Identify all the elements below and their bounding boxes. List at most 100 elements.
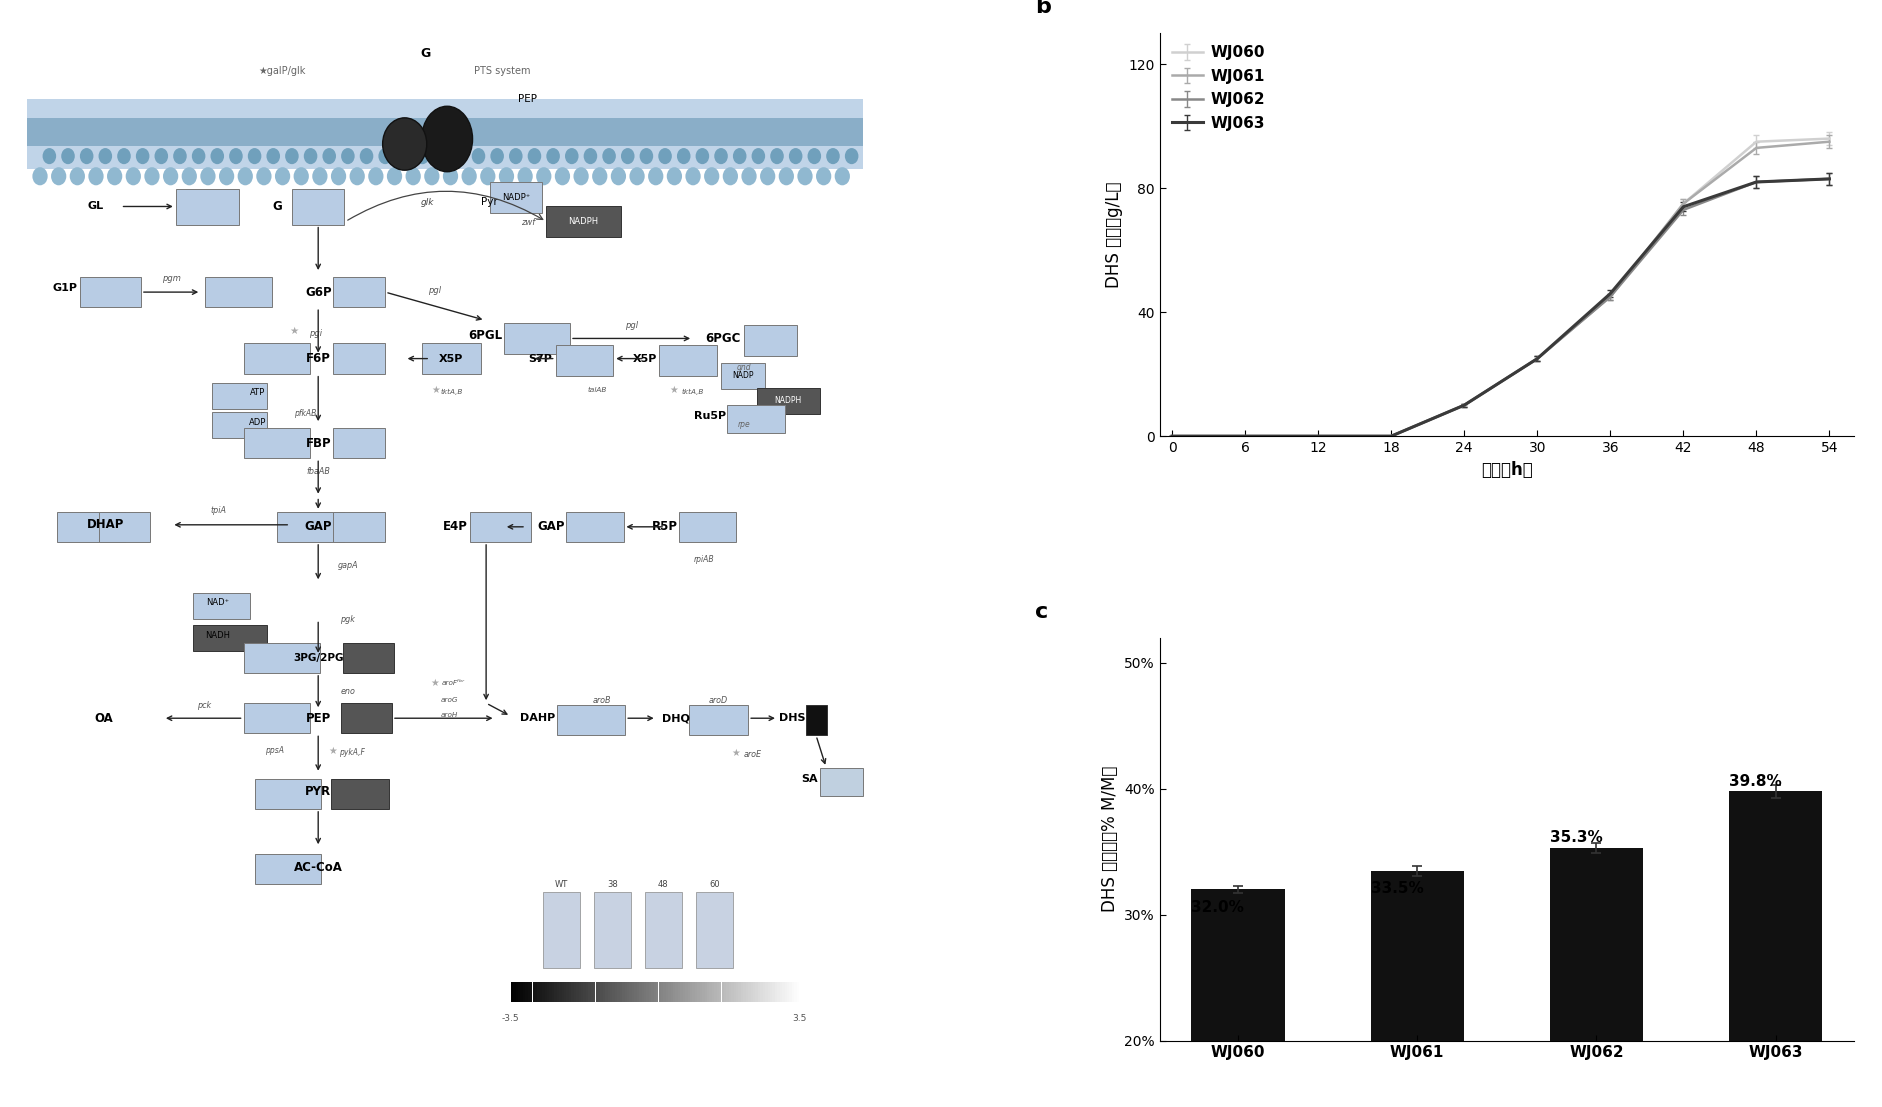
Circle shape [416,148,429,164]
Text: NADPH: NADPH [774,396,802,405]
Bar [527,982,531,1002]
Circle shape [659,148,672,164]
Text: OA: OA [94,712,113,725]
Bar [653,982,657,1002]
Text: pgm: pgm [162,273,181,282]
Circle shape [480,167,495,185]
Circle shape [612,167,627,185]
Bar [785,982,787,1002]
Text: F6P: F6P [305,352,331,365]
Bar [523,982,525,1002]
Circle shape [499,167,514,185]
Text: fbaAB: fbaAB [307,467,329,476]
Bar [770,982,772,1002]
Bar [566,511,623,542]
Text: pfkAB: pfkAB [294,410,316,418]
Bar [1191,890,1285,1107]
Circle shape [826,148,839,164]
Bar [542,982,544,1002]
Circle shape [70,167,85,185]
Bar [728,982,732,1002]
Circle shape [117,148,130,164]
Bar [794,982,796,1002]
Text: aroFᶠᵇʳ: aroFᶠᵇʳ [442,680,465,686]
Circle shape [546,148,561,164]
Circle shape [435,148,448,164]
Circle shape [472,148,486,164]
Circle shape [647,167,662,185]
Bar [544,982,548,1002]
Bar [766,982,768,1002]
Bar [668,982,670,1002]
Bar [28,117,862,146]
Bar [758,982,760,1002]
Bar [1551,848,1643,1107]
Text: ADP: ADP [248,417,267,426]
Bar [548,982,550,1002]
Bar [521,982,523,1002]
Bar [1730,792,1822,1107]
Circle shape [267,148,280,164]
Bar [175,189,239,225]
Bar [745,982,749,1002]
Text: SA: SA [802,774,817,784]
Circle shape [685,167,700,185]
Text: eno: eno [341,686,356,695]
Bar [711,982,715,1002]
Text: rpiAB: rpiAB [694,555,715,563]
Bar [760,982,762,1002]
Bar [736,982,738,1002]
Bar [749,982,751,1002]
Text: tktA,B: tktA,B [681,389,704,395]
Bar [683,982,685,1002]
Text: PYR: PYR [305,785,331,798]
Bar [28,99,862,169]
Bar [551,982,555,1002]
Circle shape [378,148,391,164]
Bar [694,982,696,1002]
Bar [583,982,585,1002]
Text: 6PGL: 6PGL [469,329,502,342]
Bar [578,982,582,1002]
Bar [627,982,629,1002]
Circle shape [442,167,457,185]
Bar [659,982,661,1002]
Bar [593,982,595,1002]
Circle shape [536,167,551,185]
Bar [704,982,708,1002]
Bar [538,982,540,1002]
Bar [489,183,542,213]
Bar [598,982,600,1002]
Text: aroG: aroG [440,697,459,703]
Circle shape [565,148,578,164]
Text: NAD⁺: NAD⁺ [207,598,230,607]
Ellipse shape [422,106,472,172]
Bar [657,982,659,1002]
Bar [254,855,320,884]
Circle shape [107,167,122,185]
Circle shape [798,167,813,185]
Circle shape [369,167,384,185]
Circle shape [218,167,233,185]
Text: b: b [1035,0,1050,17]
Bar [738,982,742,1002]
Bar [602,982,606,1002]
Bar [783,982,785,1002]
Bar [636,982,640,1002]
Bar [540,982,542,1002]
Text: AC-CoA: AC-CoA [294,861,343,873]
Bar [721,982,725,1002]
Circle shape [98,148,113,164]
Circle shape [199,167,216,185]
Text: 38: 38 [608,880,617,889]
Text: aroH: aroH [440,712,459,718]
Circle shape [696,148,710,164]
Y-axis label: DHS 转化率（% M/M）: DHS 转化率（% M/M） [1101,766,1118,912]
Bar [640,982,642,1002]
Circle shape [583,148,597,164]
Bar [768,982,770,1002]
Circle shape [527,148,542,164]
Bar [646,892,681,968]
Text: ★: ★ [730,747,740,757]
Text: FBP: FBP [305,436,331,449]
